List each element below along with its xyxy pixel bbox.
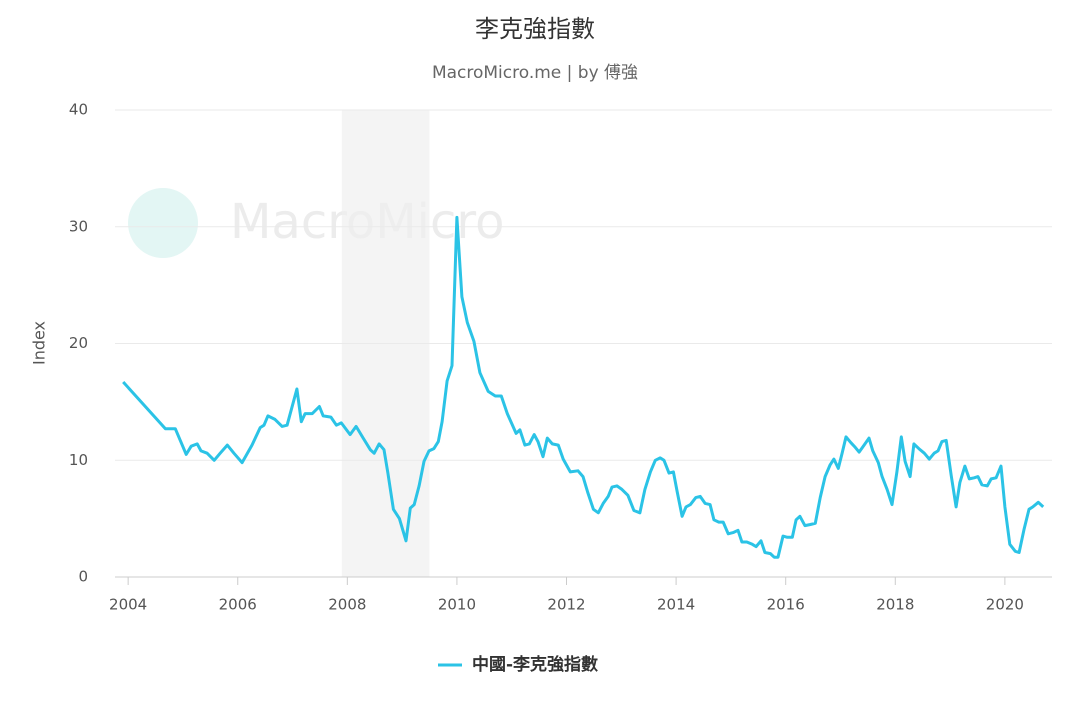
x-tick-label: 2020 (986, 596, 1024, 614)
x-tick-label: 2014 (657, 596, 695, 614)
x-tick-label: 2012 (547, 596, 585, 614)
y-tick-label: 0 (78, 568, 88, 586)
chart-subtitle: MacroMicro.me | by 傅強 (432, 63, 638, 83)
x-tick-label: 2006 (219, 596, 257, 614)
x-tick-label: 2004 (109, 596, 147, 614)
legend-label: 中國-李克強指數 (472, 654, 598, 675)
y-tick-label: 30 (69, 217, 88, 235)
x-tick-label: 2010 (438, 596, 476, 614)
y-tick-label: 40 (69, 101, 88, 119)
y-axis-label: Index (30, 321, 49, 365)
x-tick-label: 2008 (328, 596, 366, 614)
chart-title: 李克強指數 (475, 15, 595, 43)
x-tick-label: 2018 (876, 596, 914, 614)
series-line (122, 215, 1045, 559)
x-tick-label: 2016 (767, 596, 805, 614)
y-tick-label: 10 (69, 451, 88, 469)
watermark-logo (128, 188, 198, 258)
y-tick-label: 20 (69, 334, 88, 352)
